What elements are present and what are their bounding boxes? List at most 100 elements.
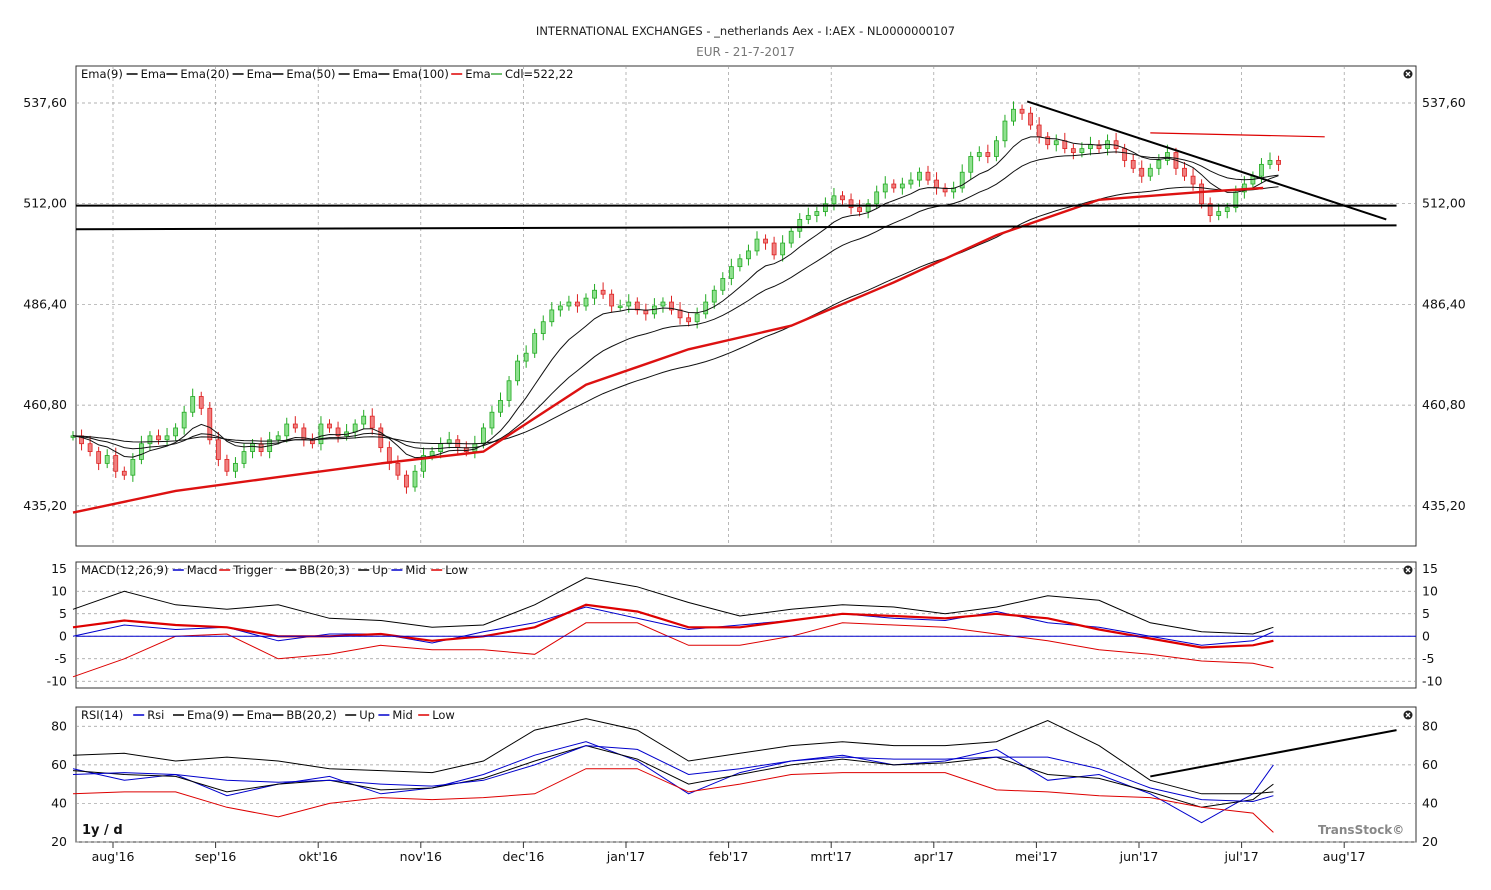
candle-body (207, 407, 213, 441)
candle-body (138, 443, 144, 460)
panel-frame (75, 65, 1417, 547)
candle-body (489, 411, 495, 429)
candle-body (823, 203, 828, 212)
candle-body (1053, 140, 1059, 146)
y-tick-label-left: 486,40 (23, 296, 67, 311)
candle-body (754, 238, 760, 252)
x-tick-label: mrt'17 (810, 849, 852, 864)
candle-body (1122, 148, 1128, 161)
candle-body (959, 171, 965, 189)
legend-entry: Up (372, 563, 388, 577)
macd-panel: 15 15 10 10 5 5 0 0 -5 -5 -10 -10 MACD(12,26,9) Macd T… (47, 561, 1442, 689)
candle-body (985, 152, 991, 157)
x-tick-label: jul'17 (1223, 849, 1258, 864)
candle-body (566, 301, 572, 307)
watermark-logo: TransStock© (1318, 823, 1404, 837)
candle-body (891, 183, 897, 189)
candle-body (87, 443, 93, 452)
candle-body (1190, 175, 1196, 185)
y-tick-label-right: 10 (1422, 583, 1438, 598)
candle-body (480, 427, 486, 445)
candle-body (1011, 108, 1016, 122)
y-tick-label-left: 5 (59, 606, 67, 621)
candle-body (1224, 207, 1230, 212)
series-low-line (72, 622, 1274, 678)
candle-body (899, 183, 905, 189)
legend-entry: Trigger (232, 563, 273, 577)
candle-body (421, 455, 426, 472)
price-panel: 537,60 537,60 512,00 512,00 486,40 486,40 460,… (23, 65, 1466, 547)
candle-body (96, 451, 102, 464)
candle-body (1147, 167, 1153, 177)
candle-body (1070, 148, 1076, 153)
candle-body (532, 333, 538, 354)
candle-body (968, 156, 974, 173)
candle-body (1207, 203, 1213, 216)
series-low-line (72, 768, 1274, 833)
y-tick-label-left: 20 (51, 834, 67, 849)
candle-body (275, 435, 281, 441)
candle-body (224, 459, 230, 472)
legend-entry: Up (359, 708, 375, 722)
y-tick-label-right: 15 (1422, 561, 1438, 576)
panel-frame (75, 561, 1417, 689)
close-icon-cross (1405, 567, 1411, 573)
candle-body (1079, 148, 1085, 153)
candle-body (1165, 152, 1170, 161)
candle-body (241, 451, 247, 464)
x-tick-label: okt'16 (299, 849, 338, 864)
legend-entry: RSI(14) (81, 708, 123, 722)
candle-body (874, 191, 880, 205)
candle-body (549, 309, 555, 323)
y-tick-label-left: 537,60 (23, 95, 67, 110)
ema-100-line (72, 186, 1264, 514)
legend-entry: Low (432, 708, 455, 722)
y-tick-label-right: 0 (1422, 628, 1430, 643)
candle-body (156, 435, 161, 441)
candle-body (1182, 167, 1187, 177)
legend-entry: Mid (405, 563, 425, 577)
x-tick-label: mei'17 (1015, 849, 1058, 864)
candle-body (121, 470, 127, 476)
y-tick-label-right: 40 (1422, 795, 1438, 810)
y-tick-label-left: 40 (51, 795, 67, 810)
x-tick-label: jun'17 (1119, 849, 1159, 864)
close-icon-cross (1405, 71, 1411, 77)
legend-entry: Low (445, 563, 468, 577)
candle-body (1250, 175, 1256, 185)
legend-entry: Ema (247, 708, 273, 722)
candle-body (515, 360, 520, 382)
candle-body (506, 380, 512, 401)
x-tick-label: dec'16 (502, 849, 544, 864)
series-up-line (72, 577, 1274, 635)
candle-body (1276, 160, 1281, 165)
candle-body (720, 278, 726, 291)
x-tick-label: nov'16 (400, 849, 442, 864)
candle-body (318, 423, 324, 445)
candle-body (1096, 144, 1102, 150)
candle-body (1139, 167, 1145, 177)
y-tick-label-left: -5 (55, 651, 67, 666)
candle-body (1130, 160, 1136, 169)
candle-body (865, 203, 871, 212)
x-tick-label: aug'16 (92, 849, 135, 864)
candle-body (976, 152, 982, 157)
candle-body (395, 462, 401, 476)
y-tick-label-right: 486,40 (1422, 296, 1466, 311)
legend-entry: Ema (465, 67, 491, 81)
y-tick-label-right: 460,80 (1422, 397, 1466, 412)
candle-body (788, 230, 794, 244)
y-tick-label-left: 60 (51, 757, 67, 772)
candle-body (780, 242, 786, 256)
candle-body (592, 289, 597, 299)
candle-body (412, 470, 418, 488)
series-macd-line (72, 606, 1274, 646)
candle-body (113, 455, 119, 472)
candle-body (438, 443, 444, 452)
legend-entry: Ema(100) (392, 67, 448, 81)
candle-body (327, 423, 332, 429)
panel-frame (75, 706, 1417, 843)
candle-body (686, 317, 691, 323)
trendline (1150, 729, 1397, 778)
